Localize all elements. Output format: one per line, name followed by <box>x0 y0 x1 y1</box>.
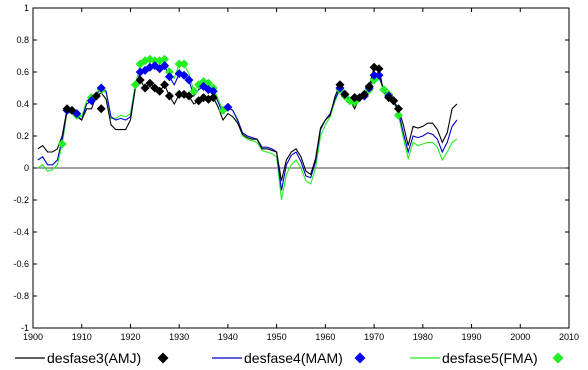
series-0-marker <box>91 91 101 101</box>
series-2-marker <box>379 85 389 95</box>
series-2-marker <box>174 59 184 69</box>
series-2-marker <box>350 97 360 107</box>
series-1-marker <box>184 75 194 85</box>
series-2-marker <box>189 86 199 96</box>
x-tick-label: 1930 <box>169 332 189 342</box>
series-0-marker <box>359 89 369 99</box>
series-2-marker <box>57 139 67 149</box>
legend-marker-0 <box>157 352 169 364</box>
y-tick-label: 0.6 <box>16 67 29 77</box>
y-tick-label: -1 <box>21 323 29 333</box>
series-0-marker <box>184 91 194 101</box>
x-tick-label: 1900 <box>23 332 43 342</box>
x-tick-label: 2000 <box>510 332 530 342</box>
x-tick-label: 1950 <box>267 332 287 342</box>
y-tick-label: -0.2 <box>13 195 29 205</box>
series-1-marker <box>86 96 96 106</box>
series-0-marker <box>174 89 184 99</box>
series-2-marker <box>179 59 189 69</box>
x-tick-label: 1970 <box>364 332 384 342</box>
series-1-marker <box>374 70 384 80</box>
legend-label-1: desfase4(MAM) <box>244 350 343 366</box>
series-0-marker <box>389 96 399 106</box>
series-1-marker <box>179 70 189 80</box>
y-tick-label: 1 <box>24 3 29 13</box>
y-tick-label: 0.8 <box>16 35 29 45</box>
series-0-marker <box>96 104 106 114</box>
legend-marker-2 <box>552 352 564 364</box>
series-0-marker <box>67 105 77 115</box>
series-0-marker <box>140 83 150 93</box>
y-tick-label: -0.6 <box>13 259 29 269</box>
series-0-marker <box>145 78 155 88</box>
series-1-marker <box>223 102 233 112</box>
y-tick-label: -0.4 <box>13 227 29 237</box>
x-tick-label: 1940 <box>218 332 238 342</box>
series-markers <box>57 54 403 149</box>
series-1-marker <box>369 70 379 80</box>
series-0-marker <box>135 75 145 85</box>
x-tick-label: 1980 <box>413 332 433 342</box>
series-0-marker <box>340 89 350 99</box>
x-tick-label: 1990 <box>462 332 482 342</box>
y-tick-label: 0.2 <box>16 131 29 141</box>
series-0-marker <box>374 64 384 74</box>
series-0-marker <box>335 80 345 90</box>
series-2-marker <box>369 75 379 85</box>
legend: desfase3(AMJ) desfase4(MAM) desfase5(FMA) <box>15 350 564 366</box>
axis-ticks: 1900 1910 1920 1930 1940 1950 1960 1970 1980 1990… <box>13 3 579 342</box>
series-2-marker <box>164 67 174 77</box>
series-0-marker <box>160 80 170 90</box>
series-1-marker <box>145 62 155 72</box>
series-1-marker <box>96 83 106 93</box>
series-1-marker <box>208 86 218 96</box>
x-tick-label: 1960 <box>315 332 335 342</box>
y-tick-label: -0.8 <box>13 291 29 301</box>
x-tick-label: 1910 <box>72 332 92 342</box>
series-0-marker <box>164 91 174 101</box>
series-0-marker <box>364 81 374 91</box>
series-2-marker <box>150 56 160 66</box>
legend-marker-1 <box>354 352 366 364</box>
series-2-marker <box>393 110 403 120</box>
series-1-marker <box>164 72 174 82</box>
x-tick-label: 2010 <box>559 332 579 342</box>
series-0-marker <box>393 104 403 114</box>
series-0-marker <box>155 86 165 96</box>
legend-label-0: desfase3(AMJ) <box>47 350 141 366</box>
legend-label-2: desfase5(FMA) <box>442 350 538 366</box>
series-1-marker <box>160 61 170 71</box>
series-2-marker <box>130 80 140 90</box>
series-0-marker <box>208 93 218 103</box>
y-tick-label: 0 <box>24 163 29 173</box>
series-0-marker <box>350 93 360 103</box>
series-2-marker <box>160 54 170 64</box>
x-tick-label: 1920 <box>120 332 140 342</box>
y-tick-label: 0.4 <box>16 99 29 109</box>
